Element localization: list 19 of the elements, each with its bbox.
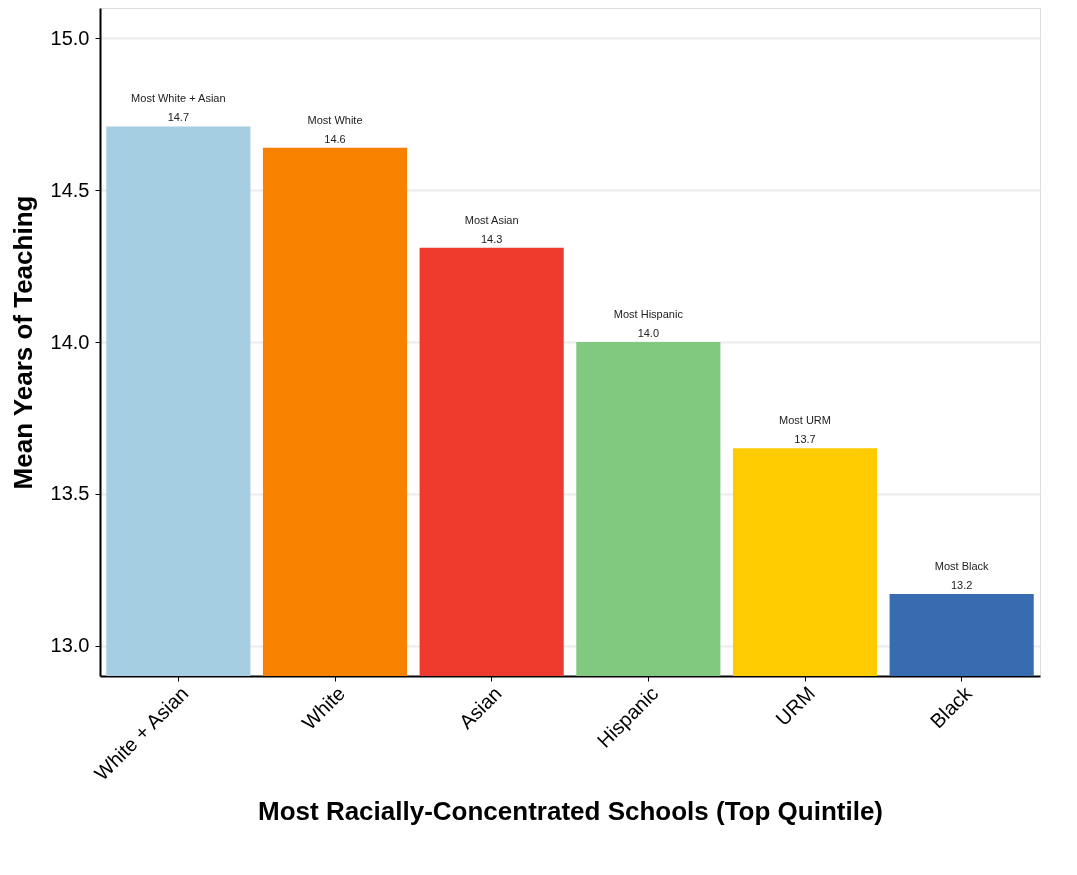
y-tick-label: 13.0 — [50, 634, 90, 657]
data-label: 14.0 — [637, 327, 660, 339]
annotation: Most URM — [779, 414, 831, 427]
data-label: 13.2 — [950, 579, 973, 592]
annotation: Most White + Asian — [131, 92, 226, 105]
x-axis-title: Most Racially-Concentrated Schools (Top Quintile) — [257, 796, 884, 827]
data-label: 14.6 — [324, 132, 346, 145]
annotation: Most Hispanic — [613, 308, 684, 320]
data-label: 13.7 — [794, 433, 816, 446]
data-label: 14.7 — [167, 111, 190, 124]
data-label: 14.3 — [480, 232, 503, 245]
y-tick-label: 13.5 — [50, 482, 90, 505]
y-axis-title: Mean Years of Teaching — [7, 195, 38, 490]
annotation: Most Black — [934, 560, 990, 573]
y-tick-label: 14.5 — [50, 178, 90, 201]
annotation: Most White — [307, 113, 363, 126]
y-tick-label: 15.0 — [50, 26, 90, 49]
annotation: Most Asian — [464, 213, 519, 226]
y-tick-label: 14.0 — [50, 330, 90, 353]
